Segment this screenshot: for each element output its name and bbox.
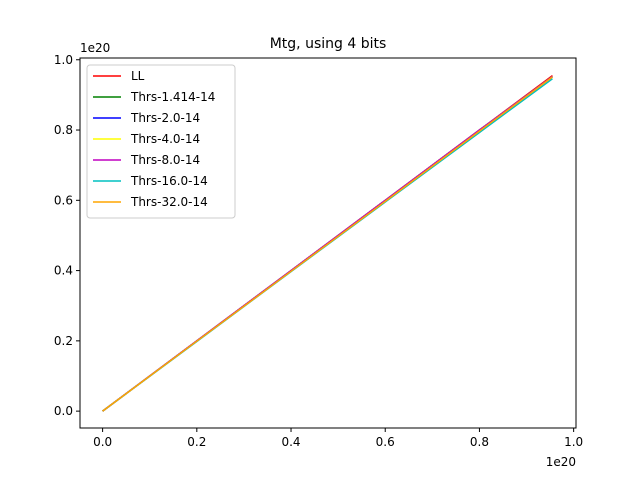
x-axis: 0.0 0.2 0.4 0.6 0.8 1.0 [93,428,583,449]
legend-box [86,64,236,219]
y-axis-offset-label: 1e20 [80,41,110,55]
y-tick-label: 0.4 [54,264,73,278]
legend-label: Thrs-2.0-14 [130,111,200,125]
y-axis: 0.0 0.2 0.4 0.6 0.8 1.0 [54,53,80,418]
series-line-6 [102,76,553,412]
axes-frame [79,57,577,429]
y-tick-label: 0.6 [54,193,73,207]
legend-label: Thrs-8.0-14 [130,153,200,167]
chart-title: Mtg, using 4 bits [270,36,387,52]
y-tick-label: 0.2 [54,334,73,348]
y-tick-label: 1.0 [54,53,73,67]
plot-area [102,74,553,412]
legend: LL Thrs-1.414-14 Thrs-2.0-14 Thrs-4.0-14 Thr… [86,64,236,219]
x-tick-label: 0.2 [187,435,206,449]
x-tick-label: 1.0 [564,435,583,449]
y-tick-label: 0.0 [54,404,73,418]
x-tick-label: 0.8 [470,435,489,449]
legend-label: Thrs-32.0-14 [130,195,208,209]
x-axis-offset-label: 1e20 [546,455,576,469]
legend-label: Thrs-1.414-14 [130,90,215,104]
x-tick-label: 0.4 [281,435,300,449]
legend-label: LL [131,69,145,83]
y-tick-label: 0.8 [54,123,73,137]
legend-label: Thrs-16.0-14 [130,174,208,188]
x-tick-label: 0.0 [93,435,112,449]
x-tick-label: 0.6 [376,435,395,449]
legend-label: Thrs-4.0-14 [130,132,200,146]
